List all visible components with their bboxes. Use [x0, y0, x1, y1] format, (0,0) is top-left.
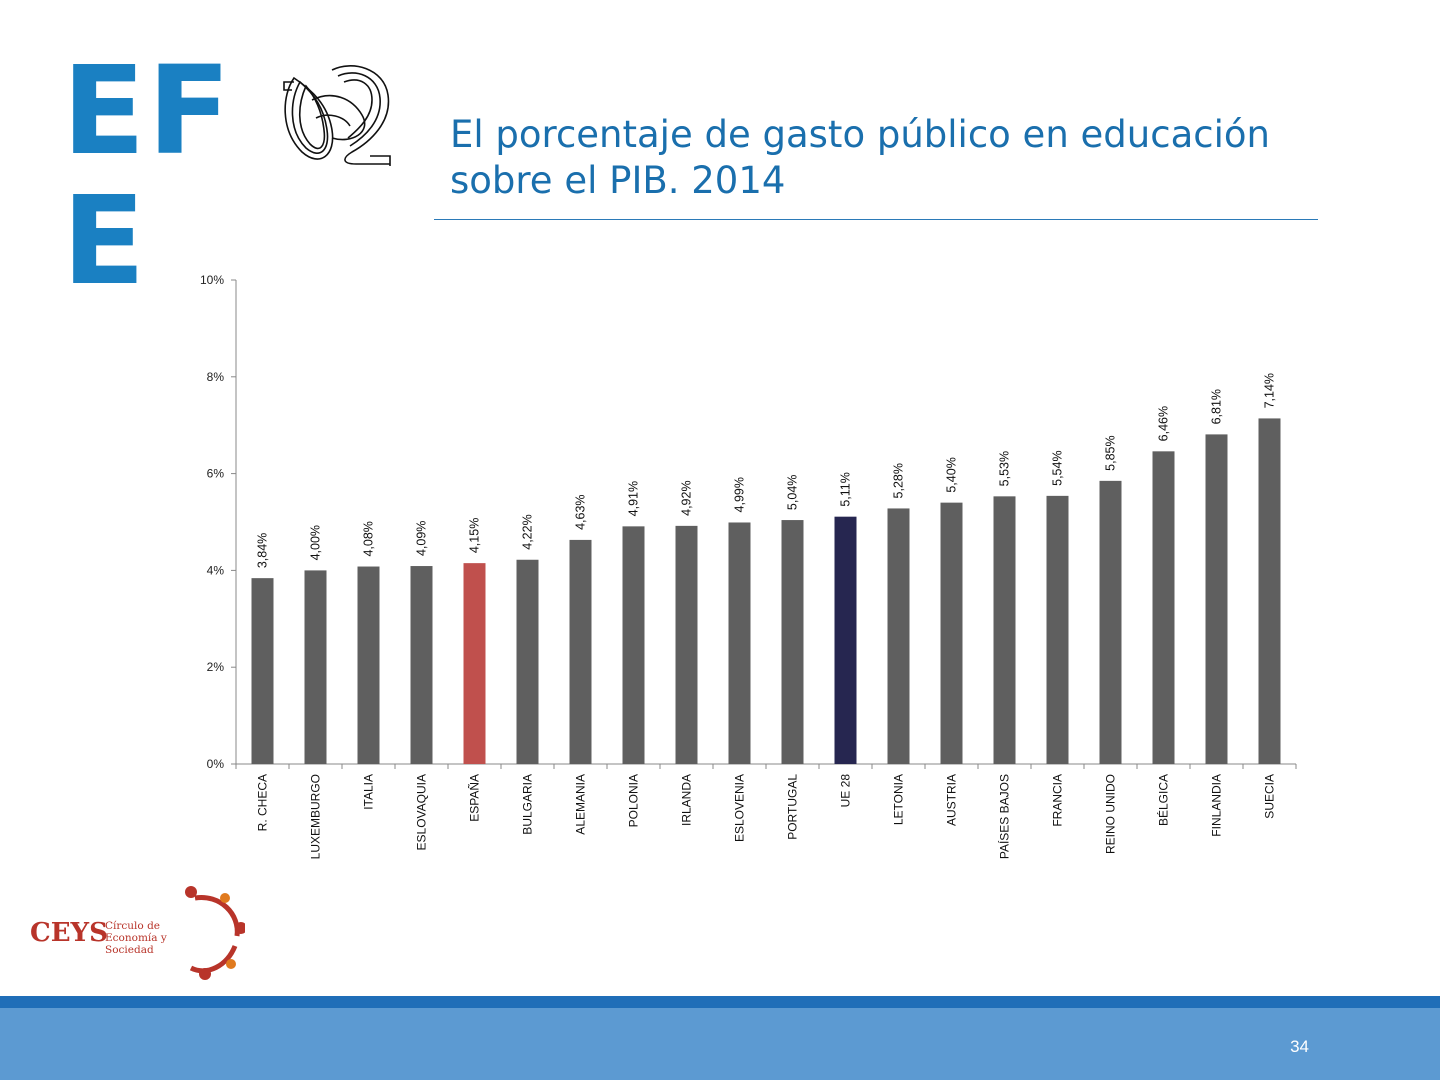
footer-accent-bar	[0, 996, 1440, 1008]
x-tick-label: AUSTRIA	[945, 774, 959, 826]
x-tick-label: BÉLGICA	[1156, 774, 1171, 826]
efse-logo: EFE	[62, 46, 407, 306]
bar	[463, 563, 486, 764]
bar	[1046, 495, 1069, 764]
x-tick-label: ESLOVAQUIA	[415, 774, 429, 850]
y-tick-label: 10%	[200, 273, 224, 287]
bar	[675, 525, 698, 764]
data-label: 6,46%	[1157, 406, 1171, 441]
x-tick-label: POLONIA	[627, 774, 641, 827]
bar	[569, 539, 592, 764]
data-label: 4,99%	[733, 477, 747, 512]
y-tick-label: 8%	[207, 370, 225, 384]
ceys-people-ring-icon	[185, 886, 245, 980]
bar-chart: 0% 2% 4% 6% 8% 10% 3,84% R. CHECA 4,00% LUXEMBURG…	[200, 273, 1297, 859]
logo-emblem-icon	[283, 65, 391, 166]
bar	[993, 496, 1016, 764]
x-tick-label: SUECIA	[1263, 774, 1277, 819]
title-line-1: El porcentaje de gasto público en educac…	[450, 113, 1270, 156]
ceys-subtitle: Círculo de Economía y Sociedad	[105, 920, 167, 956]
logo-text-right: E	[62, 170, 148, 312]
x-tick-label: REINO UNIDO	[1104, 774, 1118, 854]
x-tick-label: LUXEMBURGO	[309, 774, 323, 859]
bar	[410, 566, 433, 764]
ceys-wordmark: CEYS	[30, 918, 108, 948]
data-label: 4,91%	[627, 481, 641, 516]
data-label: 4,08%	[362, 521, 376, 556]
bar	[622, 526, 645, 764]
bar	[516, 559, 539, 764]
ceys-logo: CEYS Círculo de Economía y Sociedad	[25, 880, 255, 980]
x-tick-label: FRANCIA	[1051, 774, 1065, 827]
bar	[1258, 418, 1281, 764]
logo-lettering: EFE	[62, 46, 407, 306]
x-tick-label: ALEMANIA	[574, 774, 588, 835]
data-label: 4,92%	[680, 480, 694, 515]
bar	[1099, 480, 1122, 764]
data-label: 5,85%	[1104, 435, 1118, 470]
bar	[940, 502, 963, 764]
x-tick-label: ESLOVENIA	[733, 774, 747, 842]
page-number: 34	[1290, 1037, 1309, 1056]
title-divider	[434, 219, 1318, 220]
data-label: 4,09%	[415, 521, 429, 556]
footer-bar	[0, 1008, 1440, 1080]
data-label: 4,00%	[309, 525, 323, 560]
x-tick-label: ESPAÑA	[468, 774, 482, 822]
data-label: 4,15%	[468, 518, 482, 553]
bar	[251, 578, 274, 764]
bar	[304, 570, 327, 764]
data-label: 5,53%	[998, 451, 1012, 486]
bar	[887, 508, 910, 764]
x-tick-label: FINLANDIA	[1210, 774, 1224, 837]
data-label: 7,14%	[1263, 373, 1277, 408]
data-label: 5,28%	[892, 463, 906, 498]
data-label: 5,04%	[786, 475, 800, 510]
y-tick-label: 6%	[207, 467, 225, 481]
x-tick-label: PAÍSES BAJOS	[997, 774, 1012, 859]
x-tick-label: LETONIA	[892, 774, 906, 825]
bar	[357, 566, 380, 764]
y-tick-label: 2%	[207, 660, 225, 674]
logo-text-left: EF	[62, 40, 233, 182]
title-line-2: sobre el PIB. 2014	[450, 159, 786, 202]
x-tick-label: IRLANDA	[680, 774, 694, 826]
x-tick-label: UE 28	[839, 774, 853, 808]
y-tick-label: 0%	[207, 757, 225, 771]
data-label: 5,40%	[945, 457, 959, 492]
bar	[1205, 434, 1228, 764]
data-label: 4,22%	[521, 514, 535, 549]
bar	[781, 520, 804, 764]
bar	[834, 516, 857, 764]
data-label: 4,63%	[574, 494, 588, 529]
data-label: 5,54%	[1051, 450, 1065, 485]
x-tick-label: PORTUGAL	[786, 774, 800, 840]
bar	[728, 522, 751, 764]
data-label: 3,84%	[256, 533, 270, 568]
x-tick-label: R. CHECA	[256, 774, 270, 831]
data-label: 5,11%	[839, 472, 853, 507]
bar	[1152, 451, 1175, 764]
y-tick-label: 4%	[207, 563, 225, 577]
x-tick-label: BULGARIA	[521, 774, 535, 835]
x-tick-label: ITALIA	[362, 774, 376, 810]
data-label: 6,81%	[1210, 389, 1224, 424]
page-title: El porcentaje de gasto público en educac…	[450, 112, 1320, 204]
